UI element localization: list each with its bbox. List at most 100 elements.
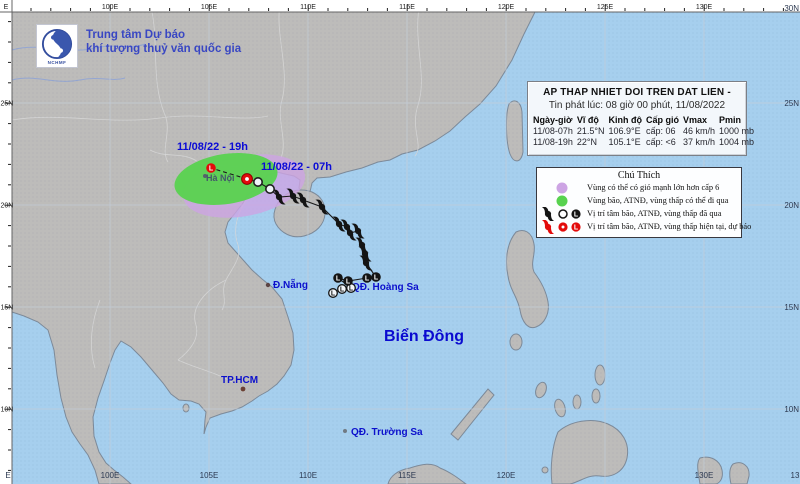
past-low-symbol [333, 273, 343, 283]
legend-item: L Vị trí tâm bão, ATNĐ, vùng thấp đã qua [537, 206, 741, 221]
legend-item: Vùng có thể có gió mạnh lớn hơn cấp 6 [537, 181, 741, 194]
bulletin-table: Ngày-giờ Vĩ độ Kinh độ Cấp gió Vmax Pmin… [531, 115, 756, 147]
bulletin-title: AP THAP NHIET DOI TREN DAT LIEN - [543, 87, 731, 98]
past-low-symbol [343, 276, 353, 286]
time-labels: 11/08/22 - 19h 11/08/22 - 07h [177, 141, 332, 173]
lat-label: 10N [1, 407, 14, 414]
col-header: Vmax [683, 115, 708, 125]
org-name-line2: khí tượng thuỷ văn quốc gia [86, 43, 242, 55]
cyclone-icon [541, 206, 555, 221]
lon-label: 115E [399, 4, 415, 11]
nchmf-logo-badge: NCHMF [47, 59, 67, 65]
danang-label: Đ.Nẵng [273, 278, 308, 291]
hcmc-dot [240, 386, 246, 392]
legend-item-label: Vị trí tâm bão, ATNĐ, vùng thấp hiện tại… [587, 222, 752, 231]
biendong-label: Biển Đông [384, 327, 464, 345]
past-position-icons: L [541, 206, 581, 221]
low-glyph: L [349, 286, 354, 293]
track-zone-icon [556, 195, 568, 206]
col-header: Ngày-giờ [533, 115, 573, 125]
hanoi-dot [203, 174, 207, 178]
lon-label: 100E [101, 471, 120, 480]
lon-label: 120E [497, 471, 516, 480]
lon-label: 115E [398, 471, 416, 480]
cell: 1004 mb [719, 137, 755, 147]
lon-label: 105E [201, 4, 218, 11]
hanoi-label: Hà Nội [206, 173, 235, 183]
cell: 1000 mb [719, 126, 755, 136]
col-header: Pmin [719, 115, 742, 125]
lat-label: 15N [1, 305, 14, 312]
past-low-symbol [362, 273, 372, 283]
table-row: 11/08-19h 22°N 105.1°E cấp: <6 37 km/h 1… [531, 136, 756, 147]
low-glyph: L [209, 166, 214, 173]
weak-low-symbol [328, 288, 338, 298]
low-glyph: L [365, 276, 370, 283]
col-header: Kinh độ [608, 115, 643, 125]
past-low-symbol [371, 272, 381, 282]
hoangsa-label: QĐ. Hoàng Sa [352, 282, 419, 293]
lon-label: 110E [299, 471, 317, 480]
low-disc-icon-red [571, 221, 581, 232]
lat-label: 15N [784, 303, 799, 312]
lon-label: 125E [597, 4, 614, 11]
cell: cấp: <6 [646, 137, 676, 147]
low-glyph: L [336, 276, 341, 283]
lon-label: E [4, 4, 9, 11]
legend-item: L Vị trí tâm bão, ATNĐ, vùng thấp hiện t… [537, 219, 751, 234]
past-center-symbol [264, 184, 275, 195]
cell: 106.9°E [608, 126, 641, 136]
current-time-label: 11/08/22 - 07h [261, 161, 332, 173]
low-glyph: L [331, 291, 336, 298]
forecast-time-label: 11/08/22 - 19h [177, 141, 248, 153]
org-header: NCHMF Trung tâm Dự báo khí tượng thuỷ vă… [36, 24, 241, 68]
cell: 46 km/h [683, 126, 716, 136]
nchmf-logo: NCHMF [36, 24, 78, 68]
lon-label: 105E [200, 471, 219, 480]
lon-label: 13 [791, 471, 800, 480]
current-position-center [245, 177, 249, 181]
low-glyph: L [374, 275, 379, 282]
past-center-symbol [253, 177, 264, 188]
low-glyph: L [346, 279, 351, 286]
legend-box: Chú Thích Vùng có thể có gió mạnh lớn hơ… [536, 167, 751, 238]
legend-item-label: Vùng bão, ATNĐ, vùng thấp có thể đi qua [587, 196, 729, 205]
lon-label: 120E [498, 4, 515, 11]
lat-label: 30N [784, 4, 799, 13]
cell: 11/08-19h [533, 137, 573, 147]
legend-item: Vùng bão, ATNĐ, vùng thấp có thể đi qua [537, 194, 741, 207]
cell: 37 km/h [683, 137, 716, 147]
lon-label: 130E [696, 4, 713, 11]
cell: 11/08-07h [533, 126, 573, 136]
legend-item-label: Vị trí tâm bão, ATNĐ, vùng thấp đã qua [587, 209, 722, 218]
forecast-track-line [210, 167, 248, 180]
forecast-position-symbol [206, 163, 216, 173]
wind-zone-icon [556, 182, 568, 193]
low-glyph: L [574, 224, 579, 231]
org-name: Trung tâm Dự báo khí tượng thuỷ văn quốc… [86, 24, 241, 56]
lat-label: 10N [784, 405, 799, 414]
danang-dot [265, 282, 271, 288]
bulletin-box: AP THAP NHIET DOI TREN DAT LIEN - Tin ph… [527, 81, 754, 156]
cell: 22°N [576, 137, 597, 147]
col-header: Cấp gió [646, 115, 679, 125]
track-zone-ellipse [174, 153, 278, 205]
bulletin-issued-time: Tin phát lúc: 08 giờ 00 phút, 11/08/2022 [548, 100, 726, 111]
current-disc-center [561, 225, 565, 228]
org-name-line1: Trung tâm Dự báo [86, 29, 186, 41]
cell: cấp: 06 [646, 126, 676, 136]
col-header: Vĩ độ [576, 115, 599, 125]
storm-track: LL LL L L LL [206, 163, 381, 298]
lat-label: 20N [1, 203, 14, 210]
edge-coordinate-labels: 30N 25N 20N 15N 10N E 100E 105E 110E 115E 120E 130E… [5, 4, 800, 480]
truongsa-dot [343, 429, 347, 433]
cyclone-icon-red [541, 219, 555, 234]
cell: 21.5°N [576, 126, 605, 136]
table-row: 11/08-07h 21.5°N 106.9°E cấp: 06 46 km/h… [531, 125, 756, 136]
lon-label: 100E [102, 4, 119, 11]
cell: 105.1°E [608, 137, 641, 147]
place-labels: Hà Nội Đ.Nẵng TP.HCM QĐ. Hoàng Sa QĐ. Trường… [203, 173, 464, 438]
low-disc-icon [571, 208, 581, 219]
